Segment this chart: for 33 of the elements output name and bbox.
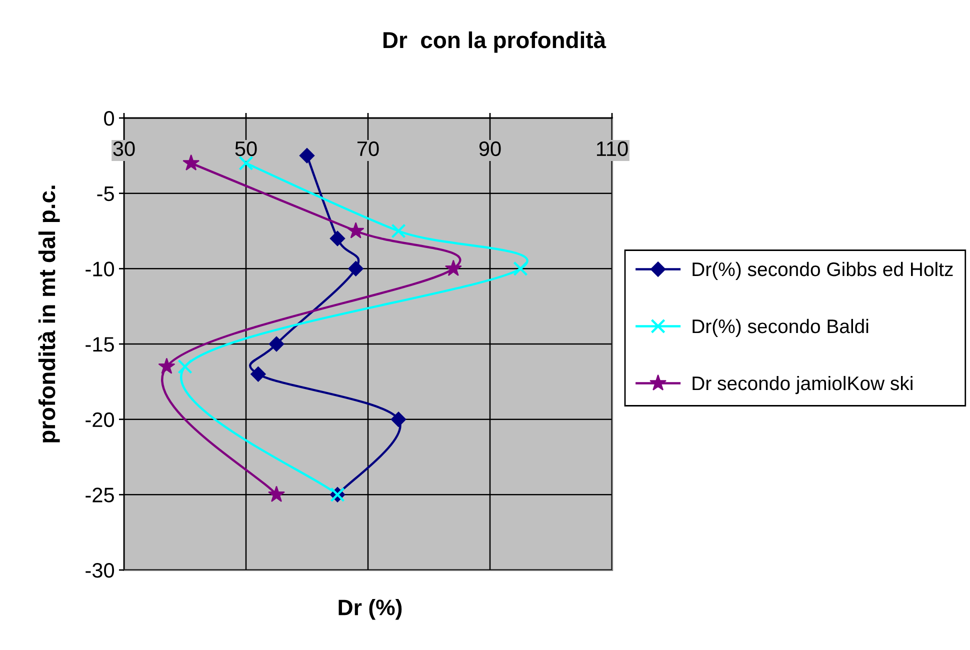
point [178, 359, 192, 374]
y-tick-label: -20 [86, 412, 114, 428]
legend-label: Dr(%) secondo Gibbs ed Holtz [692, 262, 953, 280]
y-tick-label: -15 [86, 337, 114, 352]
x-tick-label: 50 [235, 141, 257, 156]
x-tick-label: 30 [113, 141, 135, 156]
point [391, 224, 406, 238]
y-tick-label: -5 [97, 186, 114, 202]
legend-label: Dr secondo jamiolKow ski [692, 376, 912, 394]
point [268, 336, 284, 352]
point [330, 230, 346, 246]
point [513, 261, 528, 276]
point [158, 358, 176, 374]
y-axis-title: profondità in mt dal p.c. [38, 186, 60, 442]
point [238, 156, 254, 171]
y-tick-label: 0 [104, 111, 114, 126]
legend-label: Dr(%) secondo Baldi [692, 318, 868, 338]
x-axis-title: Dr (%) [338, 599, 402, 620]
point [444, 260, 462, 276]
point [347, 222, 364, 238]
point [348, 261, 364, 276]
point [390, 412, 406, 427]
x-tick-label: 70 [357, 141, 379, 156]
y-tick-label: -30 [86, 563, 114, 578]
point [268, 486, 285, 502]
point [299, 148, 315, 164]
point [182, 154, 200, 170]
y-tick-label: -10 [86, 262, 114, 276]
x-tick-label: 110 [596, 141, 628, 156]
y-tick-label: -25 [86, 488, 114, 502]
x-tick-label: 90 [479, 141, 501, 156]
point [250, 366, 266, 382]
chart-title: Dr con la profondità [384, 31, 606, 53]
